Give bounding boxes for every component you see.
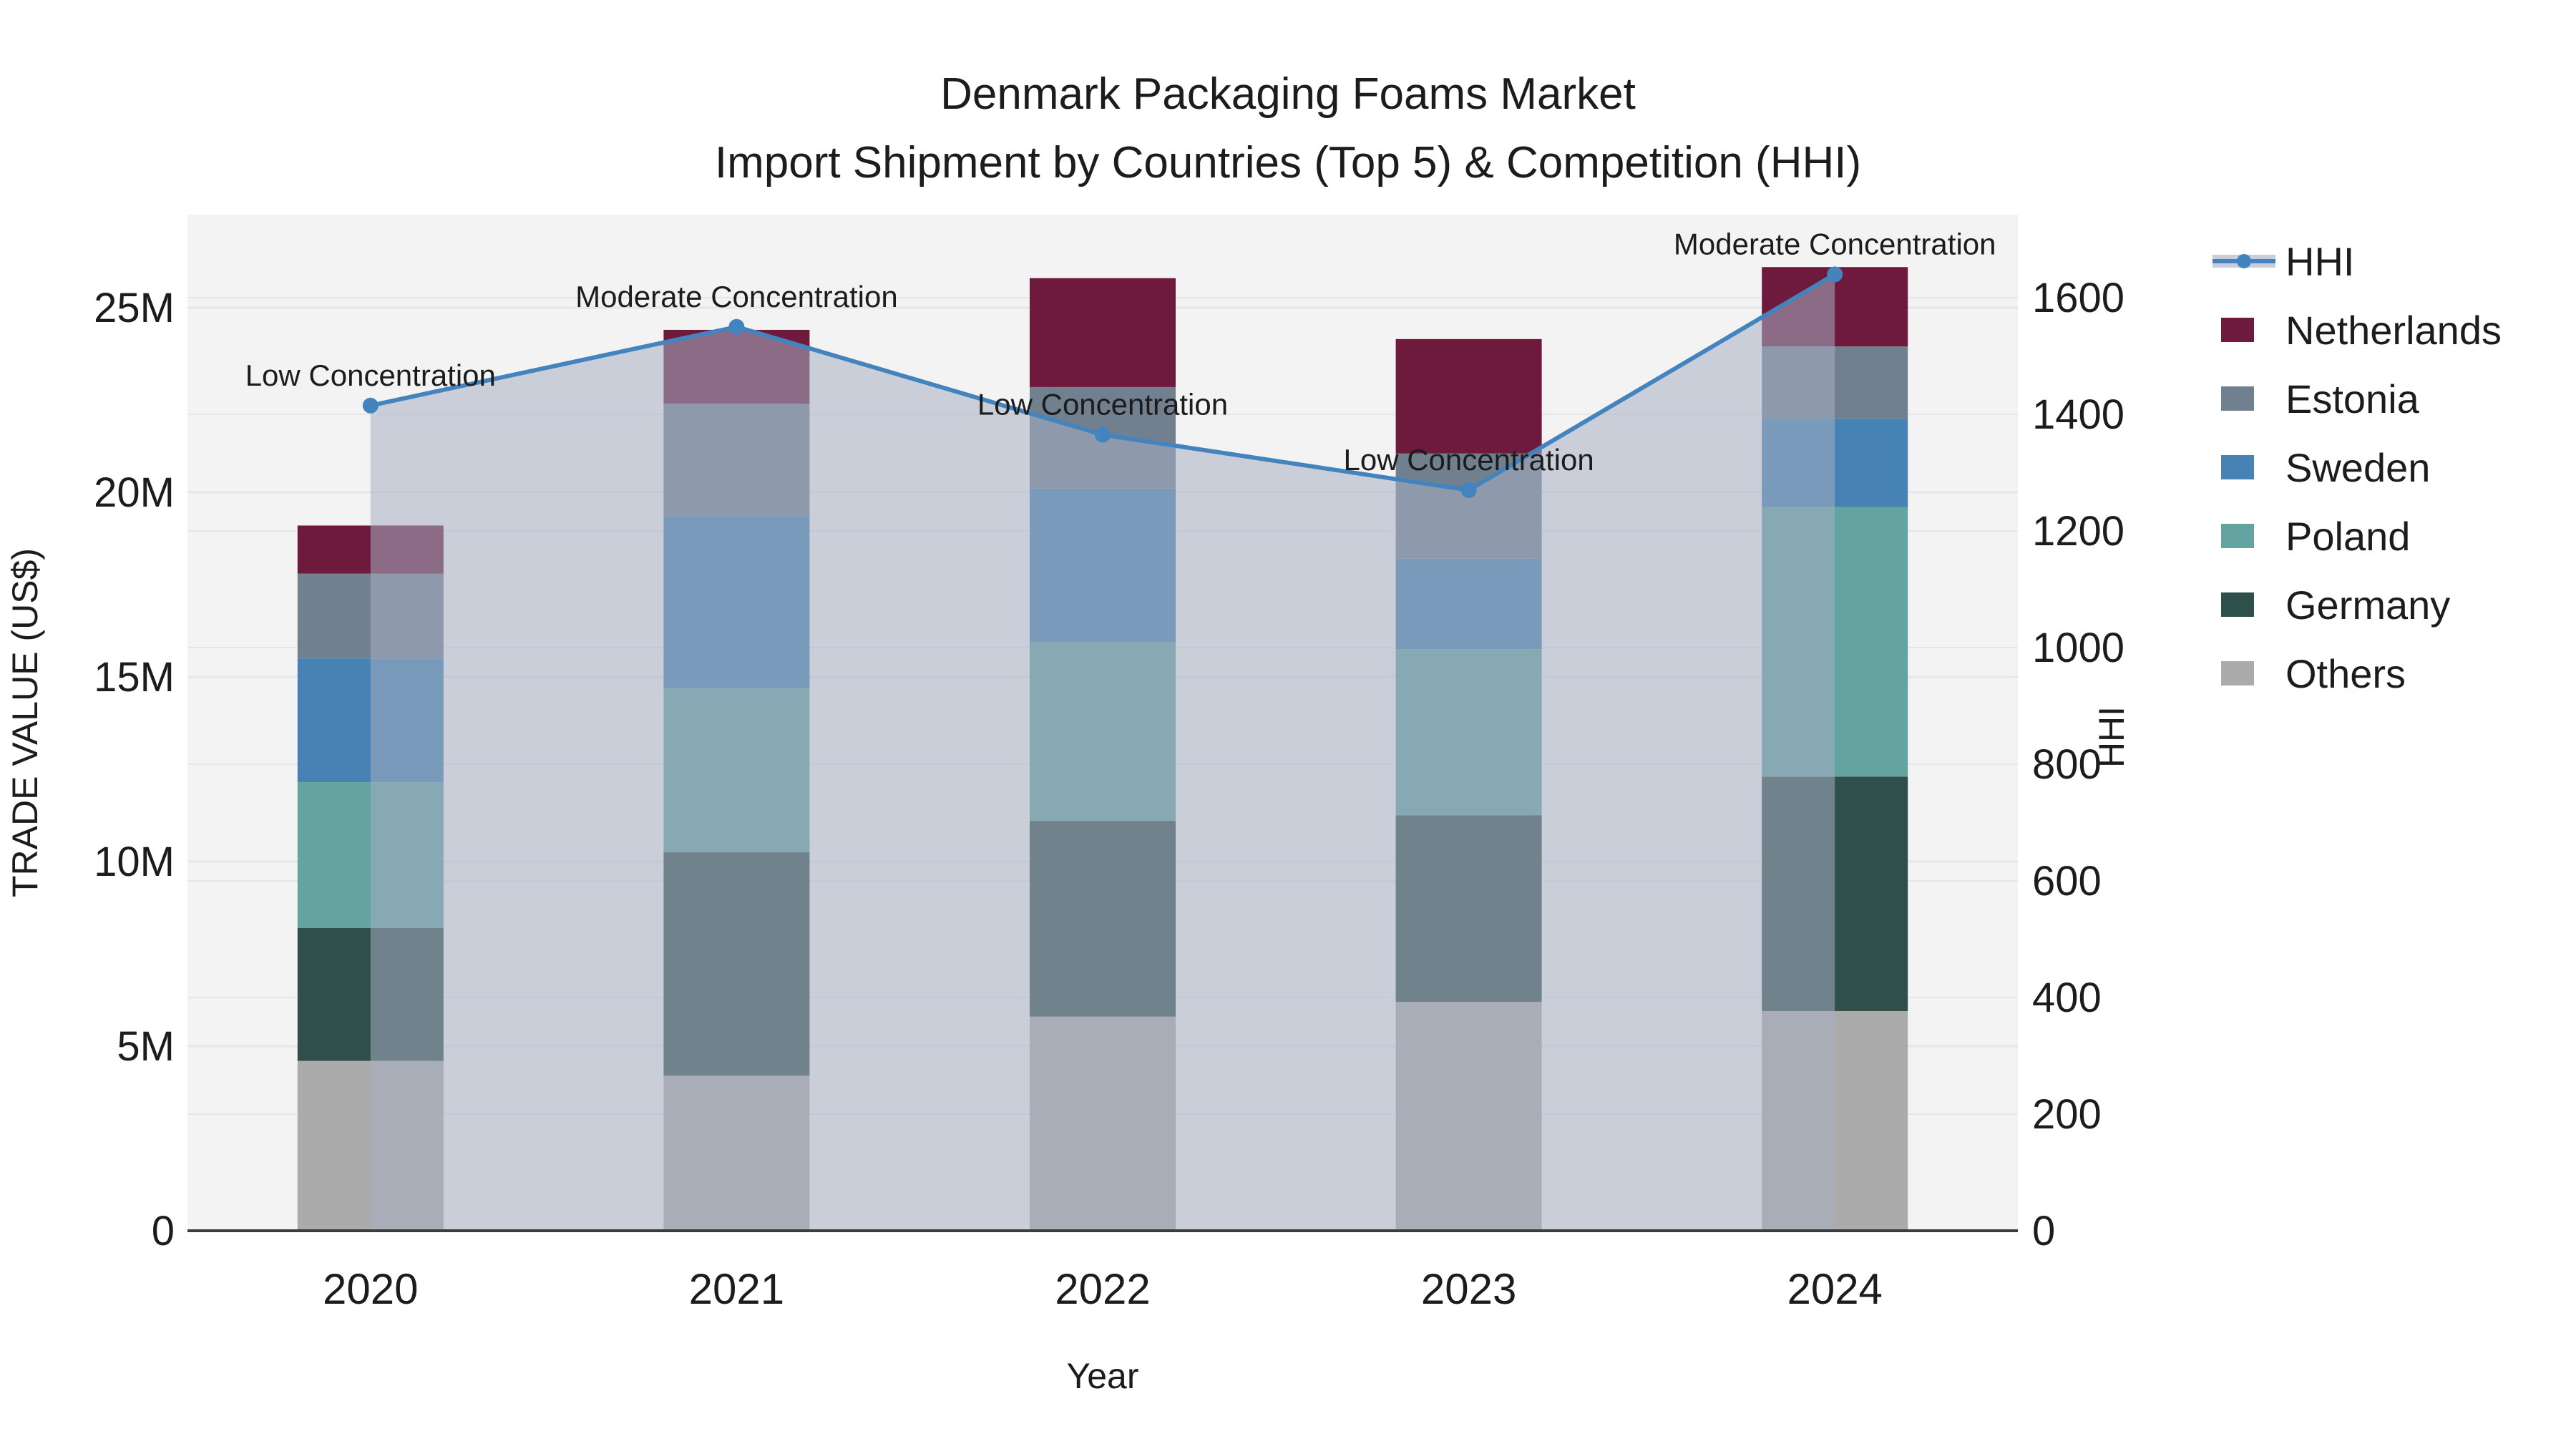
- legend-color-swatch: [2221, 386, 2254, 411]
- x-axis-title: Year: [1066, 1356, 1138, 1396]
- legend-item-sweden[interactable]: Sweden: [2211, 433, 2502, 502]
- legend-item-netherlands[interactable]: Netherlands: [2211, 296, 2502, 364]
- hhi-marker-2023: [1460, 482, 1477, 498]
- y-right-tick-800: 800: [2032, 741, 2102, 788]
- y-axis-title-left: TRADE VALUE (US$): [5, 548, 45, 897]
- series-swatch-icon: [2211, 524, 2285, 548]
- legend-item-others[interactable]: Others: [2211, 639, 2502, 708]
- chart-title-line2: Import Shipment by Countries (Top 5) & C…: [715, 138, 1861, 187]
- tick-labels-layer: 0 5M 10M 15M 20M 25M 0 200 400 600 800 1000 1200 1400…: [94, 275, 2124, 1313]
- chart-title-line1: Denmark Packaging Foams Market: [940, 69, 1636, 119]
- annotation-2022: Low Concentration: [977, 388, 1228, 421]
- hhi-marker-2022: [1095, 426, 1111, 443]
- annotations-layer: Low Concentration Moderate Concentration L…: [245, 227, 1996, 477]
- legend-item-poland[interactable]: Poland: [2211, 502, 2502, 570]
- legend-color-swatch: [2221, 661, 2254, 686]
- legend-label: Estonia: [2285, 376, 2419, 421]
- y-right-tick-200: 200: [2032, 1091, 2102, 1138]
- y-left-tick-25M: 25M: [94, 285, 175, 331]
- series-swatch-icon: [2211, 386, 2285, 411]
- hhi-marker-2024: [1827, 266, 1843, 283]
- y-left-tick-0: 0: [152, 1208, 175, 1254]
- annotation-2024: Moderate Concentration: [1674, 227, 1996, 260]
- y-right-tick-600: 600: [2032, 858, 2102, 904]
- legend: HHI Netherlands Estonia Sweden Poland Germany…: [2211, 227, 2502, 708]
- legend-label: HHI: [2285, 238, 2355, 284]
- annotation-2023: Low Concentration: [1343, 443, 1594, 477]
- x-tick-2023: 2023: [1421, 1265, 1516, 1313]
- legend-label: Netherlands: [2285, 307, 2502, 353]
- hhi-line-swatch-icon: [2211, 244, 2285, 278]
- hhi-legend-marker: [2237, 254, 2251, 268]
- x-tick-2024: 2024: [1787, 1265, 1882, 1313]
- legend-color-swatch: [2221, 592, 2254, 617]
- series-swatch-icon: [2211, 661, 2285, 686]
- legend-item-estonia[interactable]: Estonia: [2211, 364, 2502, 433]
- series-swatch-icon: [2211, 455, 2285, 479]
- y-left-tick-10M: 10M: [94, 839, 175, 885]
- annotation-2020: Low Concentration: [245, 358, 496, 392]
- hhi-marker-2020: [362, 397, 379, 414]
- y-left-tick-15M: 15M: [94, 654, 175, 701]
- legend-label: Others: [2285, 650, 2406, 696]
- y-right-tick-1600: 1600: [2032, 275, 2124, 321]
- hhi-legend-glyph: [2212, 254, 2275, 268]
- y-right-tick-1200: 1200: [2032, 508, 2124, 555]
- y-left-tick-20M: 20M: [94, 469, 175, 516]
- x-tick-2020: 2020: [323, 1265, 418, 1313]
- y-right-tick-0: 0: [2032, 1208, 2055, 1254]
- series-swatch-icon: [2211, 592, 2285, 617]
- legend-color-swatch: [2221, 318, 2254, 342]
- legend-label: Poland: [2285, 513, 2411, 559]
- hhi-area-fill-layer: [370, 274, 1835, 1231]
- y-right-tick-400: 400: [2032, 975, 2102, 1021]
- x-tick-2021: 2021: [689, 1265, 784, 1313]
- hhi-area-fill: [370, 274, 1835, 1231]
- legend-item-hhi[interactable]: HHI: [2211, 227, 2502, 296]
- legend-label: Germany: [2285, 582, 2451, 628]
- legend-label: Sweden: [2285, 444, 2431, 490]
- y-axis-title-right: HHI: [2092, 706, 2132, 768]
- y-right-tick-1400: 1400: [2032, 391, 2124, 438]
- series-swatch-icon: [2211, 318, 2285, 342]
- y-right-tick-1000: 1000: [2032, 625, 2124, 671]
- legend-item-germany[interactable]: Germany: [2211, 570, 2502, 639]
- x-tick-2022: 2022: [1055, 1265, 1150, 1313]
- legend-color-swatch: [2221, 524, 2254, 548]
- bar-segment-netherlands-2023: [1395, 338, 1542, 454]
- legend-color-swatch: [2221, 455, 2254, 479]
- hhi-line-layer: [362, 266, 1843, 498]
- bar-segment-netherlands-2022: [1030, 278, 1176, 387]
- y-left-tick-5M: 5M: [117, 1023, 175, 1070]
- annotation-2021: Moderate Concentration: [575, 280, 898, 313]
- hhi-marker-2021: [728, 318, 745, 335]
